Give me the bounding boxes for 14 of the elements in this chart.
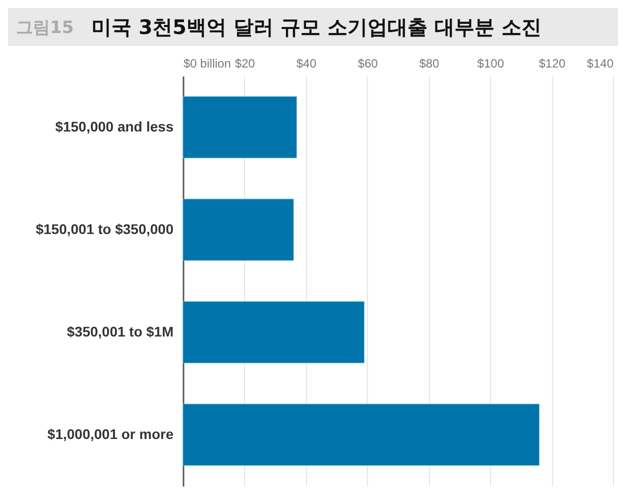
x-tick-label: $20 <box>234 56 256 70</box>
text: 그림15 <box>16 16 74 38</box>
y-tick-label: $1,000,001 or more <box>47 426 174 442</box>
chart-title: 미국 3천5백억 달러 규모 소기업대출 대부분 소진 <box>92 14 542 40</box>
y-tick-label: $150,000 and less <box>55 118 174 134</box>
x-tick-label: $140 <box>586 56 614 70</box>
x-tick-label: $120 <box>538 56 566 70</box>
x-tick-label: $0 billion <box>184 56 231 70</box>
y-tick-label: $350,001 to $1M <box>66 323 174 340</box>
x-tick-label: $40 <box>296 56 317 70</box>
x-tick-label: $100 <box>477 56 504 70</box>
x-tick-label: $60 <box>358 56 378 70</box>
y-tick-label: $150,001 to $350,000 <box>36 220 174 237</box>
x-tick-label: $80 <box>419 56 440 70</box>
